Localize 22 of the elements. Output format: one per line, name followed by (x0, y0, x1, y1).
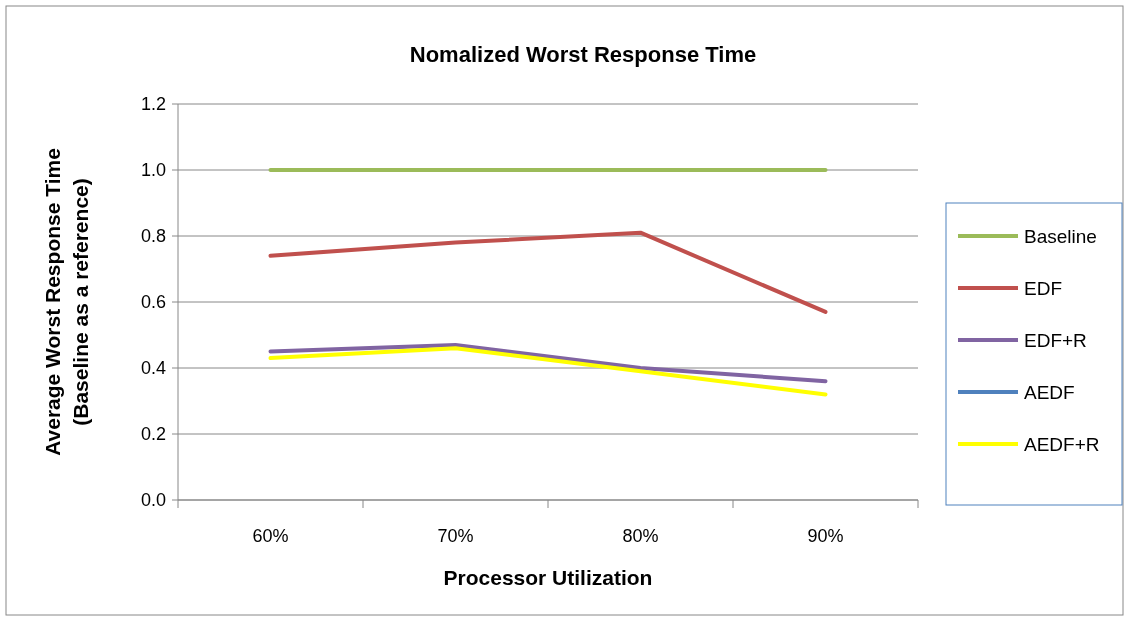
legend-label: AEDF+R (1024, 433, 1100, 455)
y-tick-label: 0.6 (140, 292, 166, 313)
x-tick-label: 70% (437, 526, 474, 546)
y-tick-label: 0.2 (140, 424, 166, 445)
line-series (268, 346, 828, 397)
x-tick-label: 60% (252, 526, 289, 546)
y-tick-label: 1.0 (140, 160, 166, 181)
line-series (268, 230, 828, 314)
y-tick-label: 0.0 (140, 490, 166, 511)
line-series (268, 342, 828, 384)
legend-label: EDF+R (1024, 329, 1087, 351)
y-tick-label: 0.8 (140, 226, 166, 247)
y-tick-label: 0.4 (140, 358, 166, 379)
x-tick-label: 80% (622, 526, 659, 546)
legend-label: Baseline (1024, 225, 1097, 247)
legend-label: EDF (1024, 277, 1062, 299)
x-tick-label: 90% (807, 526, 844, 546)
x-axis-title: Processor Utilization (443, 566, 653, 589)
legend-label: AEDF (1024, 381, 1075, 403)
y-axis-title: Average Worst Response Time (Baseline as a reference) (41, 148, 92, 456)
y-tick-label: 1.2 (140, 94, 166, 115)
chart-title: Nomalized Worst Response Time (409, 42, 757, 67)
